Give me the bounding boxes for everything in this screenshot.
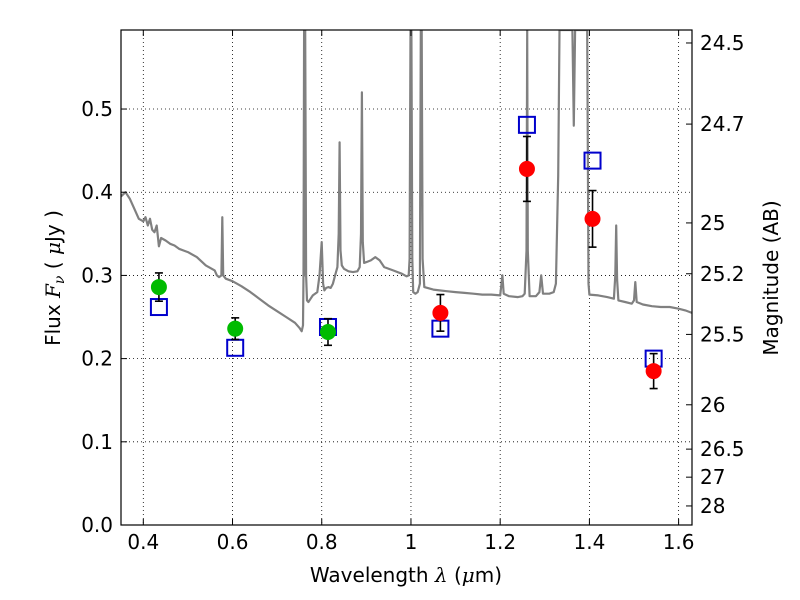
observed-flux-point xyxy=(432,304,449,321)
y2-tick-label: 24.5 xyxy=(700,31,745,55)
x-tick-label: 1.4 xyxy=(573,530,605,554)
y2-tick-label: 27 xyxy=(700,465,725,489)
x-axis-label: Wavelength λ (μm) xyxy=(310,563,502,587)
y-axis-right-magnitude: 24.5 24.7 25 25.2 25.5 26 26.5 27 28 xyxy=(686,31,745,518)
x-tick-label: 0.4 xyxy=(127,530,159,554)
observed-flux-point xyxy=(645,363,662,380)
x-tick-label: 1.2 xyxy=(484,530,516,554)
y-tick-label: 0.0 xyxy=(81,513,113,537)
x-tick-label: 1.6 xyxy=(663,530,695,554)
observed-flux-point xyxy=(584,210,601,227)
y2-tick-label: 25.2 xyxy=(700,262,745,286)
observed-flux-point xyxy=(150,279,167,296)
y-axis-label: Flux Fν ( μJy ) xyxy=(41,210,68,346)
y2-tick-label: 26.5 xyxy=(700,437,745,461)
y-tick-label: 0.4 xyxy=(81,180,113,204)
x-tick-label: 1 xyxy=(405,530,418,554)
observed-flux-point xyxy=(319,323,336,340)
photometry-points xyxy=(149,115,663,390)
y-tick-label: 0.5 xyxy=(81,97,113,121)
y2-tick-label: 24.7 xyxy=(700,112,745,136)
model-square-point xyxy=(517,115,536,134)
x-tick-label: 0.8 xyxy=(306,530,338,554)
y2-tick-label: 25 xyxy=(700,211,725,235)
sed-line xyxy=(121,30,692,333)
plot-frame xyxy=(120,29,693,526)
y-axis-left: 0.0 0.1 0.2 0.3 0.4 0.5 xyxy=(81,97,127,537)
grid xyxy=(121,30,692,526)
x-axis: 0.4 0.6 0.8 1 1.2 1.4 1.6 xyxy=(127,30,695,554)
observed-flux-point xyxy=(518,160,535,177)
y2-axis-label: Magnitude (AB) xyxy=(759,200,783,355)
model-square-point xyxy=(226,338,245,357)
y-tick-label: 0.1 xyxy=(81,430,113,454)
y2-tick-label: 25.5 xyxy=(700,322,745,346)
y2-tick-label: 28 xyxy=(700,494,725,518)
y2-tick-label: 26 xyxy=(700,393,725,417)
sed-model-curve xyxy=(121,30,692,333)
observed-flux-point xyxy=(227,320,244,337)
x-tick-label: 0.6 xyxy=(217,530,249,554)
y-tick-label: 0.2 xyxy=(81,347,113,371)
model-square-point xyxy=(583,151,602,170)
y-tick-label: 0.3 xyxy=(81,263,113,287)
